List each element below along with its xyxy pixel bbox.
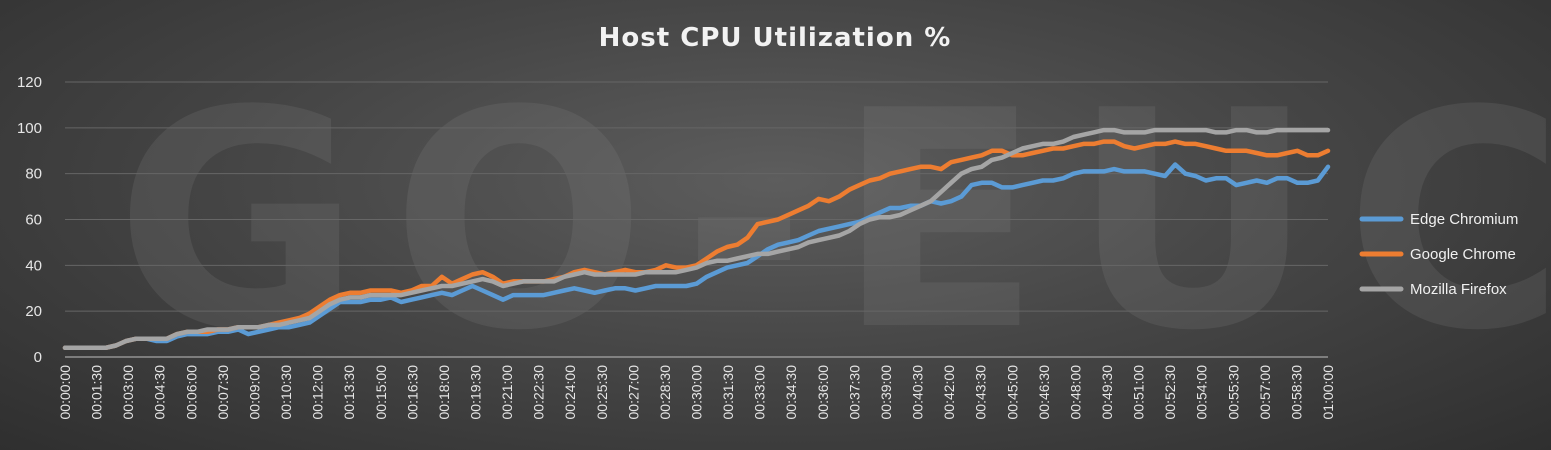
- y-tick-label: 80: [25, 166, 42, 183]
- x-tick-label: 00:49:30: [1099, 365, 1115, 420]
- x-tick-label: 00:45:00: [1004, 365, 1020, 420]
- x-tick-label: 00:39:00: [878, 365, 894, 420]
- x-tick-label: 00:19:30: [467, 365, 483, 420]
- watermark: GO-EUC: [115, 47, 1551, 396]
- x-tick-label: 00:12:00: [310, 365, 326, 420]
- chart-title: Host CPU Utilization %: [599, 23, 952, 53]
- x-tick-label: 00:28:30: [657, 365, 673, 420]
- x-tick-label: 00:31:30: [720, 365, 736, 420]
- x-tick-label: 00:33:00: [752, 365, 768, 420]
- x-tick-label: 00:21:00: [499, 365, 515, 420]
- x-tick-label: 01:00:00: [1320, 365, 1336, 420]
- x-tick-label: 00:27:00: [625, 365, 641, 420]
- x-tick-label: 00:55:30: [1225, 365, 1241, 420]
- x-tick-label: 00:57:00: [1257, 365, 1273, 420]
- y-tick-label: 40: [25, 257, 42, 274]
- x-tick-label: 00:58:30: [1288, 365, 1304, 420]
- legend-label: Edge Chromium: [1410, 211, 1518, 228]
- x-tick-label: 00:34:30: [783, 365, 799, 420]
- x-tick-label: 00:24:00: [562, 365, 578, 420]
- legend-label: Mozilla Firefox: [1410, 281, 1507, 298]
- x-tick-label: 00:06:00: [183, 365, 199, 420]
- x-tick-label: 00:04:30: [152, 365, 168, 420]
- x-tick-label: 00:00:00: [57, 365, 73, 420]
- x-tick-label: 00:09:00: [246, 365, 262, 420]
- x-axis-ticks: 00:00:00 00:01:30 00:03:00 00:04:30 00:06:00…: [57, 365, 1336, 420]
- x-tick-label: 00:22:30: [531, 365, 547, 420]
- x-tick-label: 00:43:30: [973, 365, 989, 420]
- x-tick-label: 00:48:00: [1067, 365, 1083, 420]
- x-tick-label: 00:01:30: [89, 365, 105, 420]
- y-tick-label: 120: [17, 74, 42, 91]
- y-tick-label: 20: [25, 303, 42, 320]
- x-tick-label: 00:46:30: [1036, 365, 1052, 420]
- chart: GO-EUC Host CPU Utilization % 0 20 40 60 80 1…: [0, 0, 1551, 450]
- y-axis-ticks: 0 20 40 60 80 100 120: [17, 74, 42, 366]
- y-tick-label: 0: [34, 349, 42, 366]
- x-tick-label: 00:30:00: [689, 365, 705, 420]
- x-tick-label: 00:13:30: [341, 365, 357, 420]
- x-tick-label: 00:52:30: [1162, 365, 1178, 420]
- x-tick-label: 00:18:00: [436, 365, 452, 420]
- x-tick-label: 00:03:00: [120, 365, 136, 420]
- x-tick-label: 00:16:30: [404, 365, 420, 420]
- legend-label: Google Chrome: [1410, 246, 1516, 263]
- x-tick-label: 00:51:00: [1131, 365, 1147, 420]
- x-tick-label: 00:40:30: [910, 365, 926, 420]
- x-tick-label: 00:36:00: [815, 365, 831, 420]
- x-tick-label: 00:37:30: [846, 365, 862, 420]
- x-tick-label: 00:07:30: [215, 365, 231, 420]
- x-tick-label: 00:42:00: [941, 365, 957, 420]
- x-tick-label: 00:25:30: [594, 365, 610, 420]
- x-tick-label: 00:10:30: [278, 365, 294, 420]
- y-tick-label: 100: [17, 120, 42, 137]
- y-tick-label: 60: [25, 212, 42, 229]
- x-tick-label: 00:15:00: [373, 365, 389, 420]
- x-tick-label: 00:54:00: [1194, 365, 1210, 420]
